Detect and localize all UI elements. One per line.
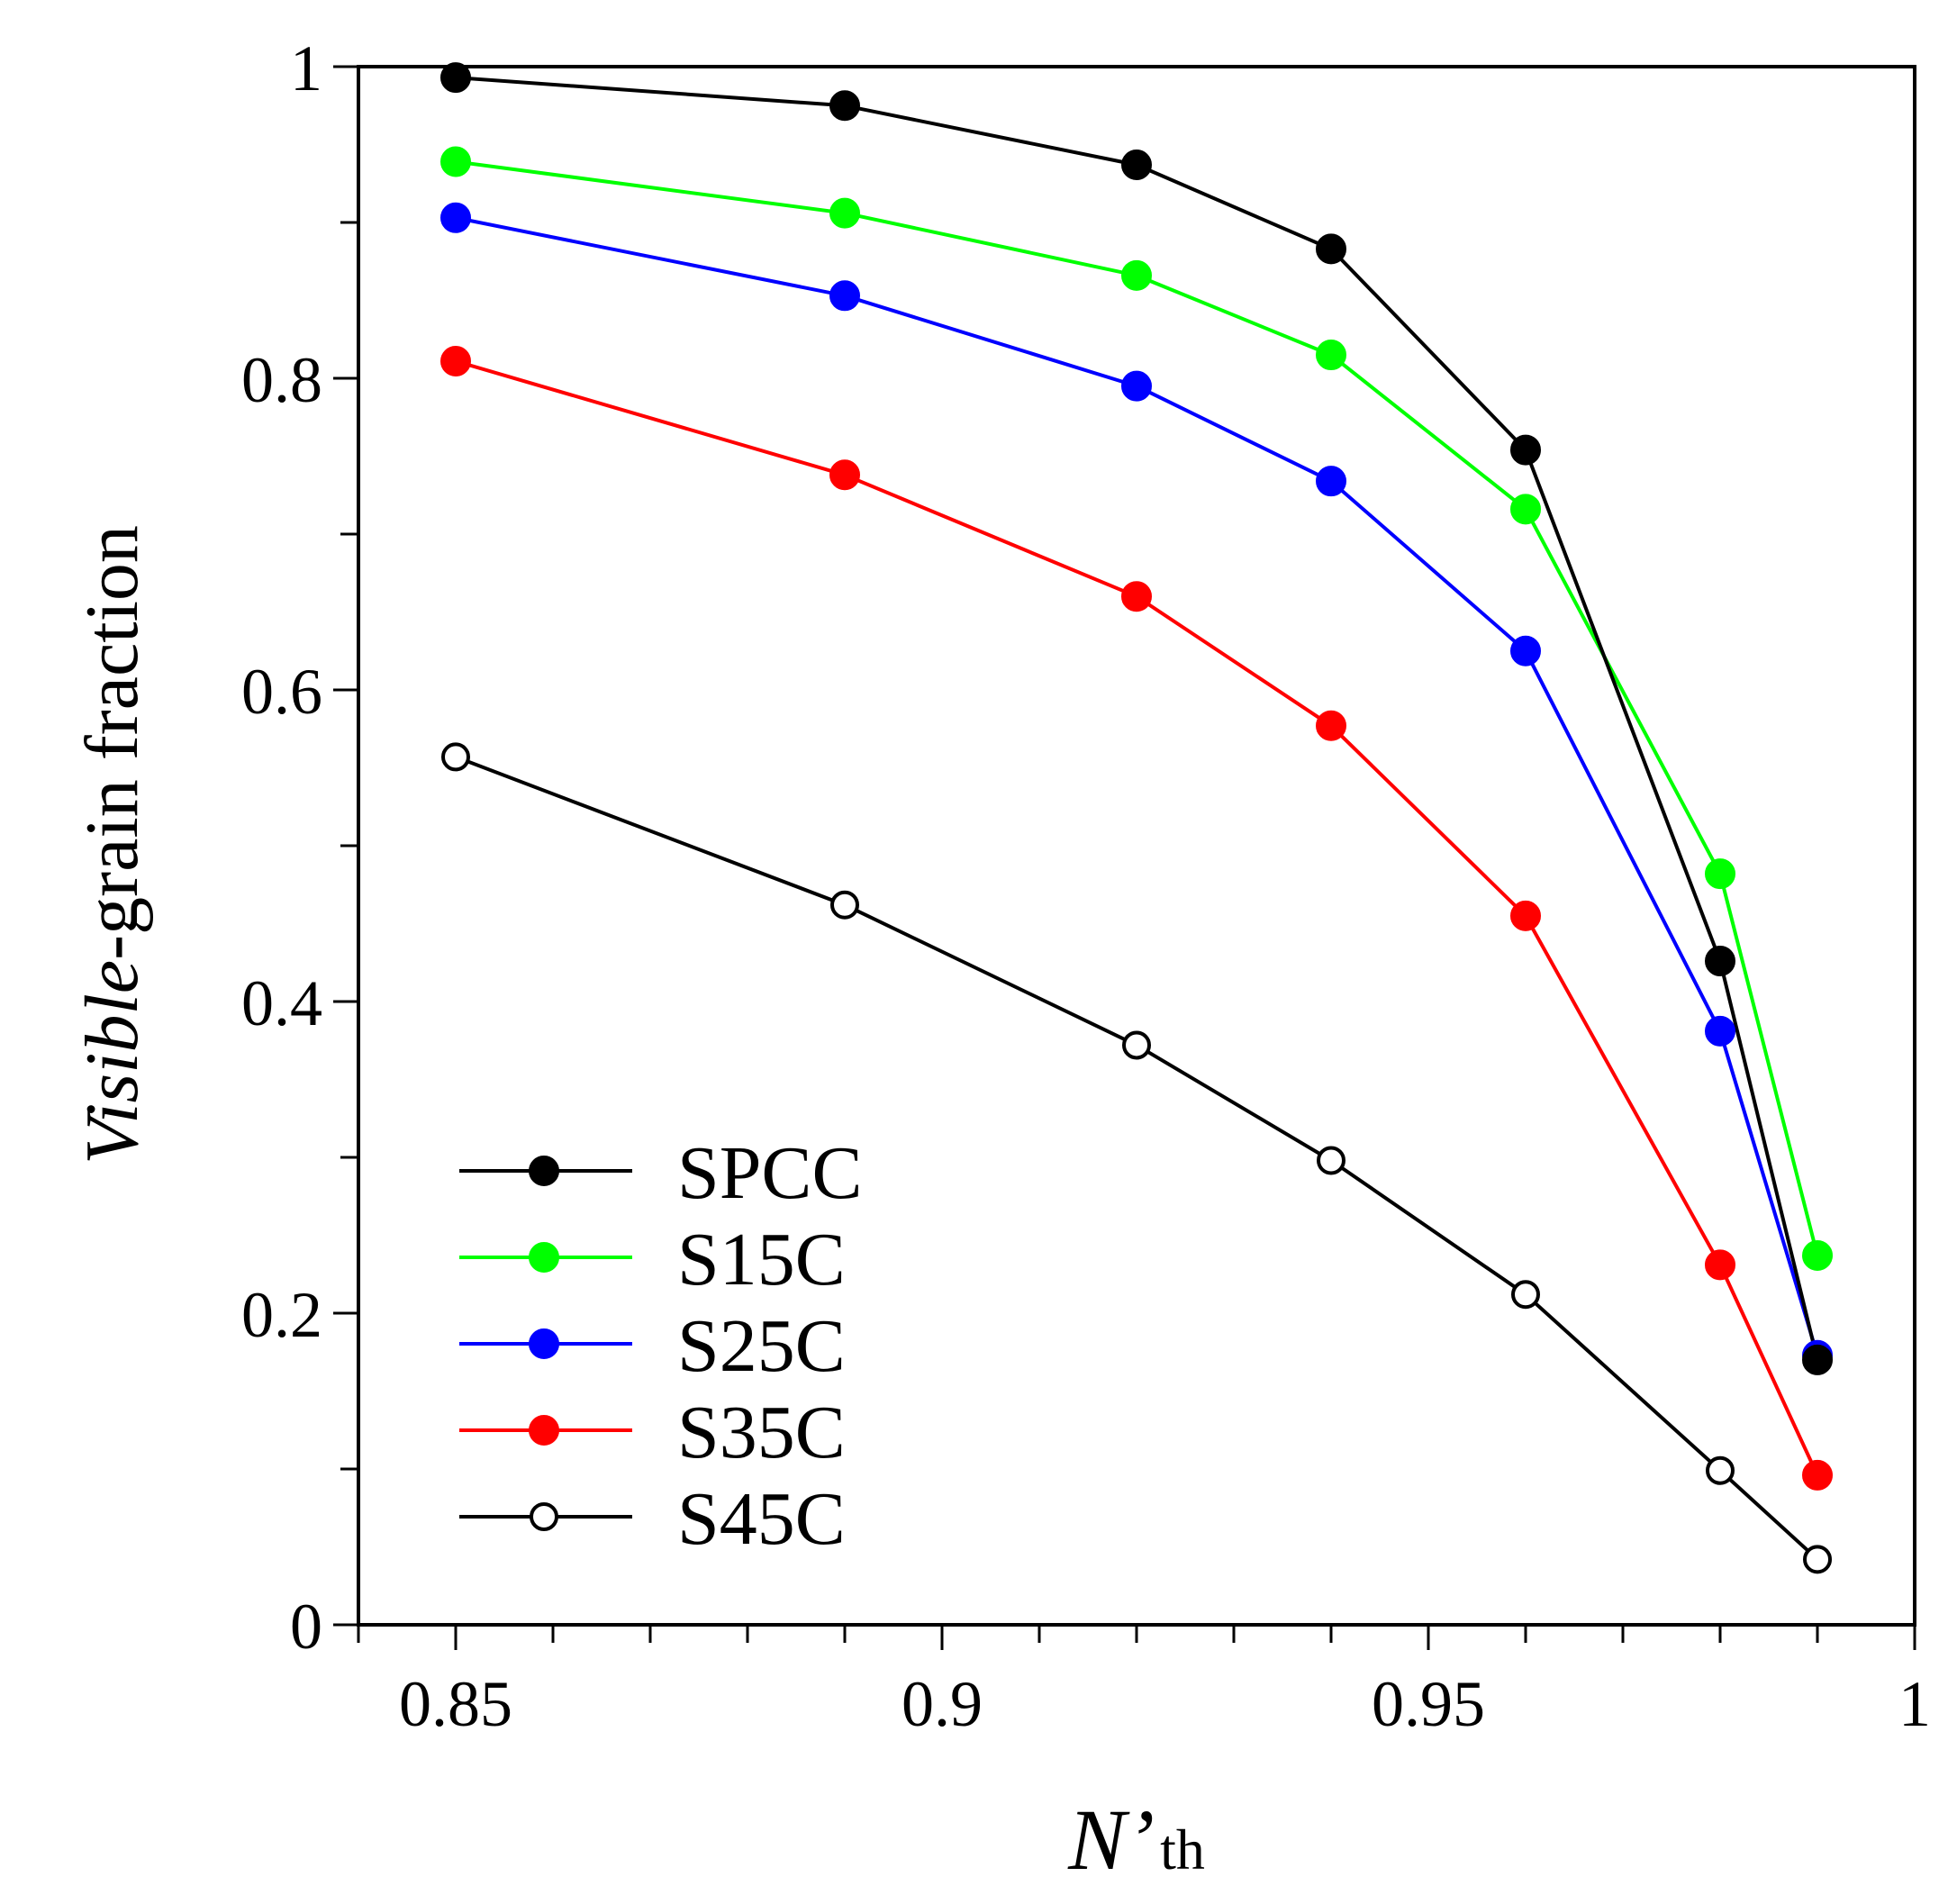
series-line-s45c	[455, 755, 1819, 1561]
legend-label-s25c: S25C	[677, 1304, 846, 1388]
y-tick-label: 1	[290, 32, 322, 104]
major-ticks	[333, 65, 1916, 1650]
data-point-s15c	[1705, 858, 1735, 890]
x-tick-label: 0.95	[1372, 1668, 1485, 1740]
legend-item-s15c: S15C	[459, 1218, 846, 1301]
minor-ticks	[340, 221, 1819, 1643]
data-point-spcc	[1802, 1344, 1833, 1375]
data-point-s25c	[1705, 1015, 1735, 1047]
x-axis-label-sub: th	[1160, 1818, 1205, 1881]
legend-item-s25c: S25C	[459, 1304, 846, 1388]
y-axis-label: Visible-grain fraction	[70, 525, 154, 1165]
legend-marker-s25c	[529, 1328, 559, 1359]
legend-label-s15c: S15C	[677, 1218, 846, 1301]
data-point-s45c	[441, 742, 470, 772]
data-point-s15c	[1121, 259, 1152, 291]
data-point-s45c	[830, 890, 859, 920]
data-point-s35c	[1316, 710, 1346, 741]
x-axis-label-main: N’	[1067, 1791, 1155, 1888]
plot-frame	[357, 65, 1916, 1627]
data-point-s35c	[1802, 1459, 1833, 1491]
data-point-s15c	[1802, 1239, 1833, 1271]
legend-marker-s15c	[529, 1242, 559, 1273]
data-point-s25c	[1316, 466, 1346, 497]
data-point-s45c	[1803, 1545, 1832, 1574]
y-tick-label: 0.6	[241, 656, 322, 728]
data-point-s45c	[1511, 1280, 1540, 1310]
legend-label-s35c: S35C	[677, 1391, 846, 1474]
data-point-spcc	[440, 62, 471, 94]
series-line-s15c	[455, 159, 1819, 1256]
legend-label-s45c: S45C	[677, 1477, 846, 1561]
series-layer	[440, 62, 1833, 1574]
legend-marker-s45c	[530, 1502, 558, 1531]
data-point-spcc	[829, 90, 860, 122]
data-point-s35c	[1121, 581, 1152, 612]
series-line-s35c	[455, 359, 1819, 1476]
data-point-s15c	[829, 197, 860, 229]
data-point-s35c	[1705, 1249, 1735, 1281]
data-point-s25c	[440, 202, 471, 233]
data-point-spcc	[1510, 434, 1541, 466]
data-point-s15c	[1316, 340, 1346, 371]
y-tick-label: 0.2	[241, 1279, 322, 1351]
y-axis-label-italic: Visible	[70, 960, 154, 1165]
legend-item-s45c: S45C	[459, 1477, 846, 1561]
data-point-s25c	[829, 280, 860, 312]
x-tick-label: 0.85	[399, 1668, 512, 1740]
legend-item-s35c: S35C	[459, 1391, 846, 1474]
data-point-s15c	[440, 146, 471, 177]
data-point-s45c	[1122, 1030, 1151, 1060]
data-point-s35c	[829, 459, 860, 491]
y-tick-label: 0	[290, 1591, 322, 1663]
y-axis-label-rest: -grain fraction	[70, 525, 154, 960]
legend-label-spcc: SPCC	[677, 1131, 863, 1215]
data-point-spcc	[1705, 946, 1735, 977]
data-point-s35c	[440, 345, 471, 376]
legend-marker-spcc	[529, 1156, 559, 1186]
legend-item-spcc: SPCC	[459, 1131, 863, 1215]
data-point-s35c	[1510, 900, 1541, 931]
data-point-s25c	[1121, 370, 1152, 402]
data-point-s45c	[1706, 1455, 1735, 1485]
data-point-spcc	[1121, 149, 1152, 180]
y-tick-label: 0.8	[241, 344, 322, 416]
y-tick-label: 0.4	[241, 967, 322, 1039]
data-point-s25c	[1510, 635, 1541, 666]
data-point-s15c	[1510, 494, 1541, 525]
x-axis-label: N’th	[1067, 1791, 1205, 1888]
x-tick-label: 1	[1898, 1668, 1931, 1740]
tick-labels: 0.85 0.9 0.95 1 0 0.2 0.4 0.6 0.8 1	[241, 32, 1931, 1740]
legend-marker-s35c	[529, 1415, 559, 1446]
data-point-s45c	[1317, 1146, 1345, 1175]
data-point-spcc	[1316, 233, 1346, 265]
x-tick-label: 0.9	[901, 1668, 983, 1740]
